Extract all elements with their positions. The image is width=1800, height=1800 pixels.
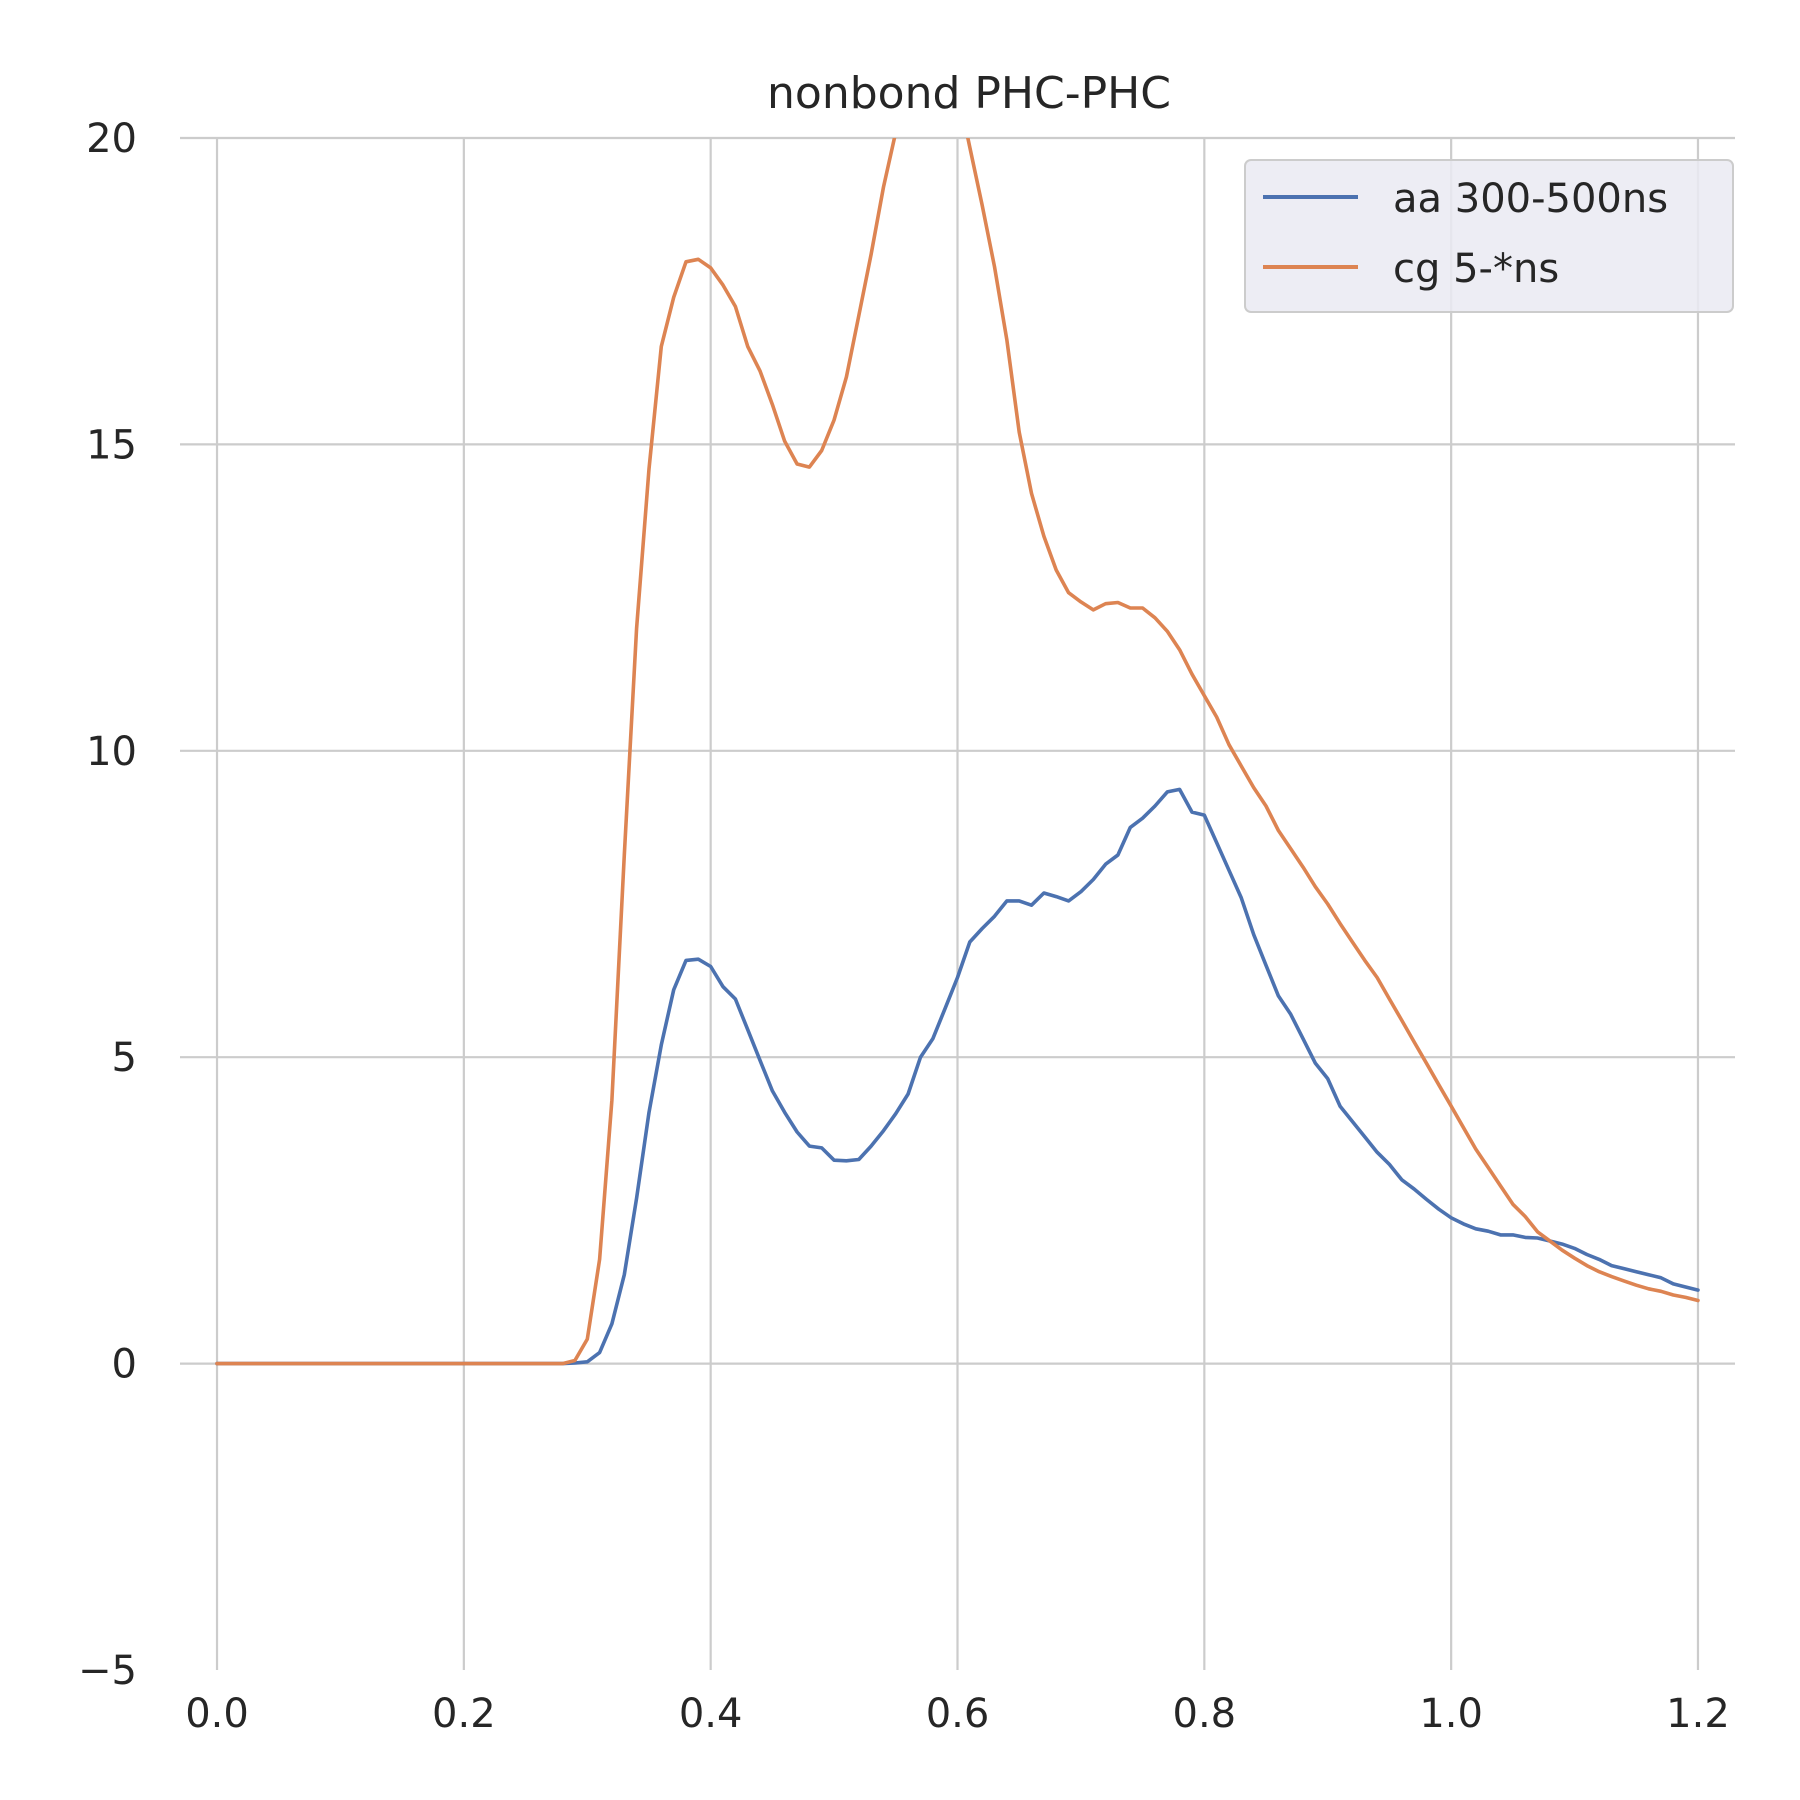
x-tick-label: 0.4 (679, 1691, 743, 1737)
legend: aa 300-500ns cg 5-*ns (1244, 159, 1734, 313)
y-tick-label: 10 (86, 729, 137, 775)
x-axis-ticks: 0.0 0.2 0.4 0.6 0.8 1.0 1.2 (185, 1691, 1730, 1737)
legend-label-cg: cg 5-*ns (1393, 246, 1559, 292)
y-tick-label: 20 (86, 116, 137, 162)
x-tick-label: 0.8 (1173, 1691, 1237, 1737)
x-tick-label: 0.6 (926, 1691, 990, 1737)
y-tick-label: −5 (78, 1648, 137, 1694)
y-axis-ticks: −5 0 5 10 15 20 (78, 116, 137, 1694)
legend-label-aa: aa 300-500ns (1393, 176, 1668, 222)
grid (180, 136, 1735, 1670)
chart-title: nonbond PHC-PHC (767, 68, 1171, 119)
x-tick-label: 1.2 (1666, 1691, 1730, 1737)
x-tick-label: 0.2 (432, 1691, 496, 1737)
series-line-aa (215, 787, 1700, 1366)
series-line-cg (215, 138, 1700, 1366)
legend-box (1244, 159, 1734, 313)
y-tick-label: 15 (86, 422, 137, 468)
y-tick-label: 5 (112, 1035, 137, 1081)
x-tick-label: 1.0 (1419, 1691, 1483, 1737)
series-layer (215, 138, 1700, 1366)
y-tick-label: 0 (112, 1342, 137, 1388)
x-tick-label: 0.0 (185, 1691, 249, 1737)
